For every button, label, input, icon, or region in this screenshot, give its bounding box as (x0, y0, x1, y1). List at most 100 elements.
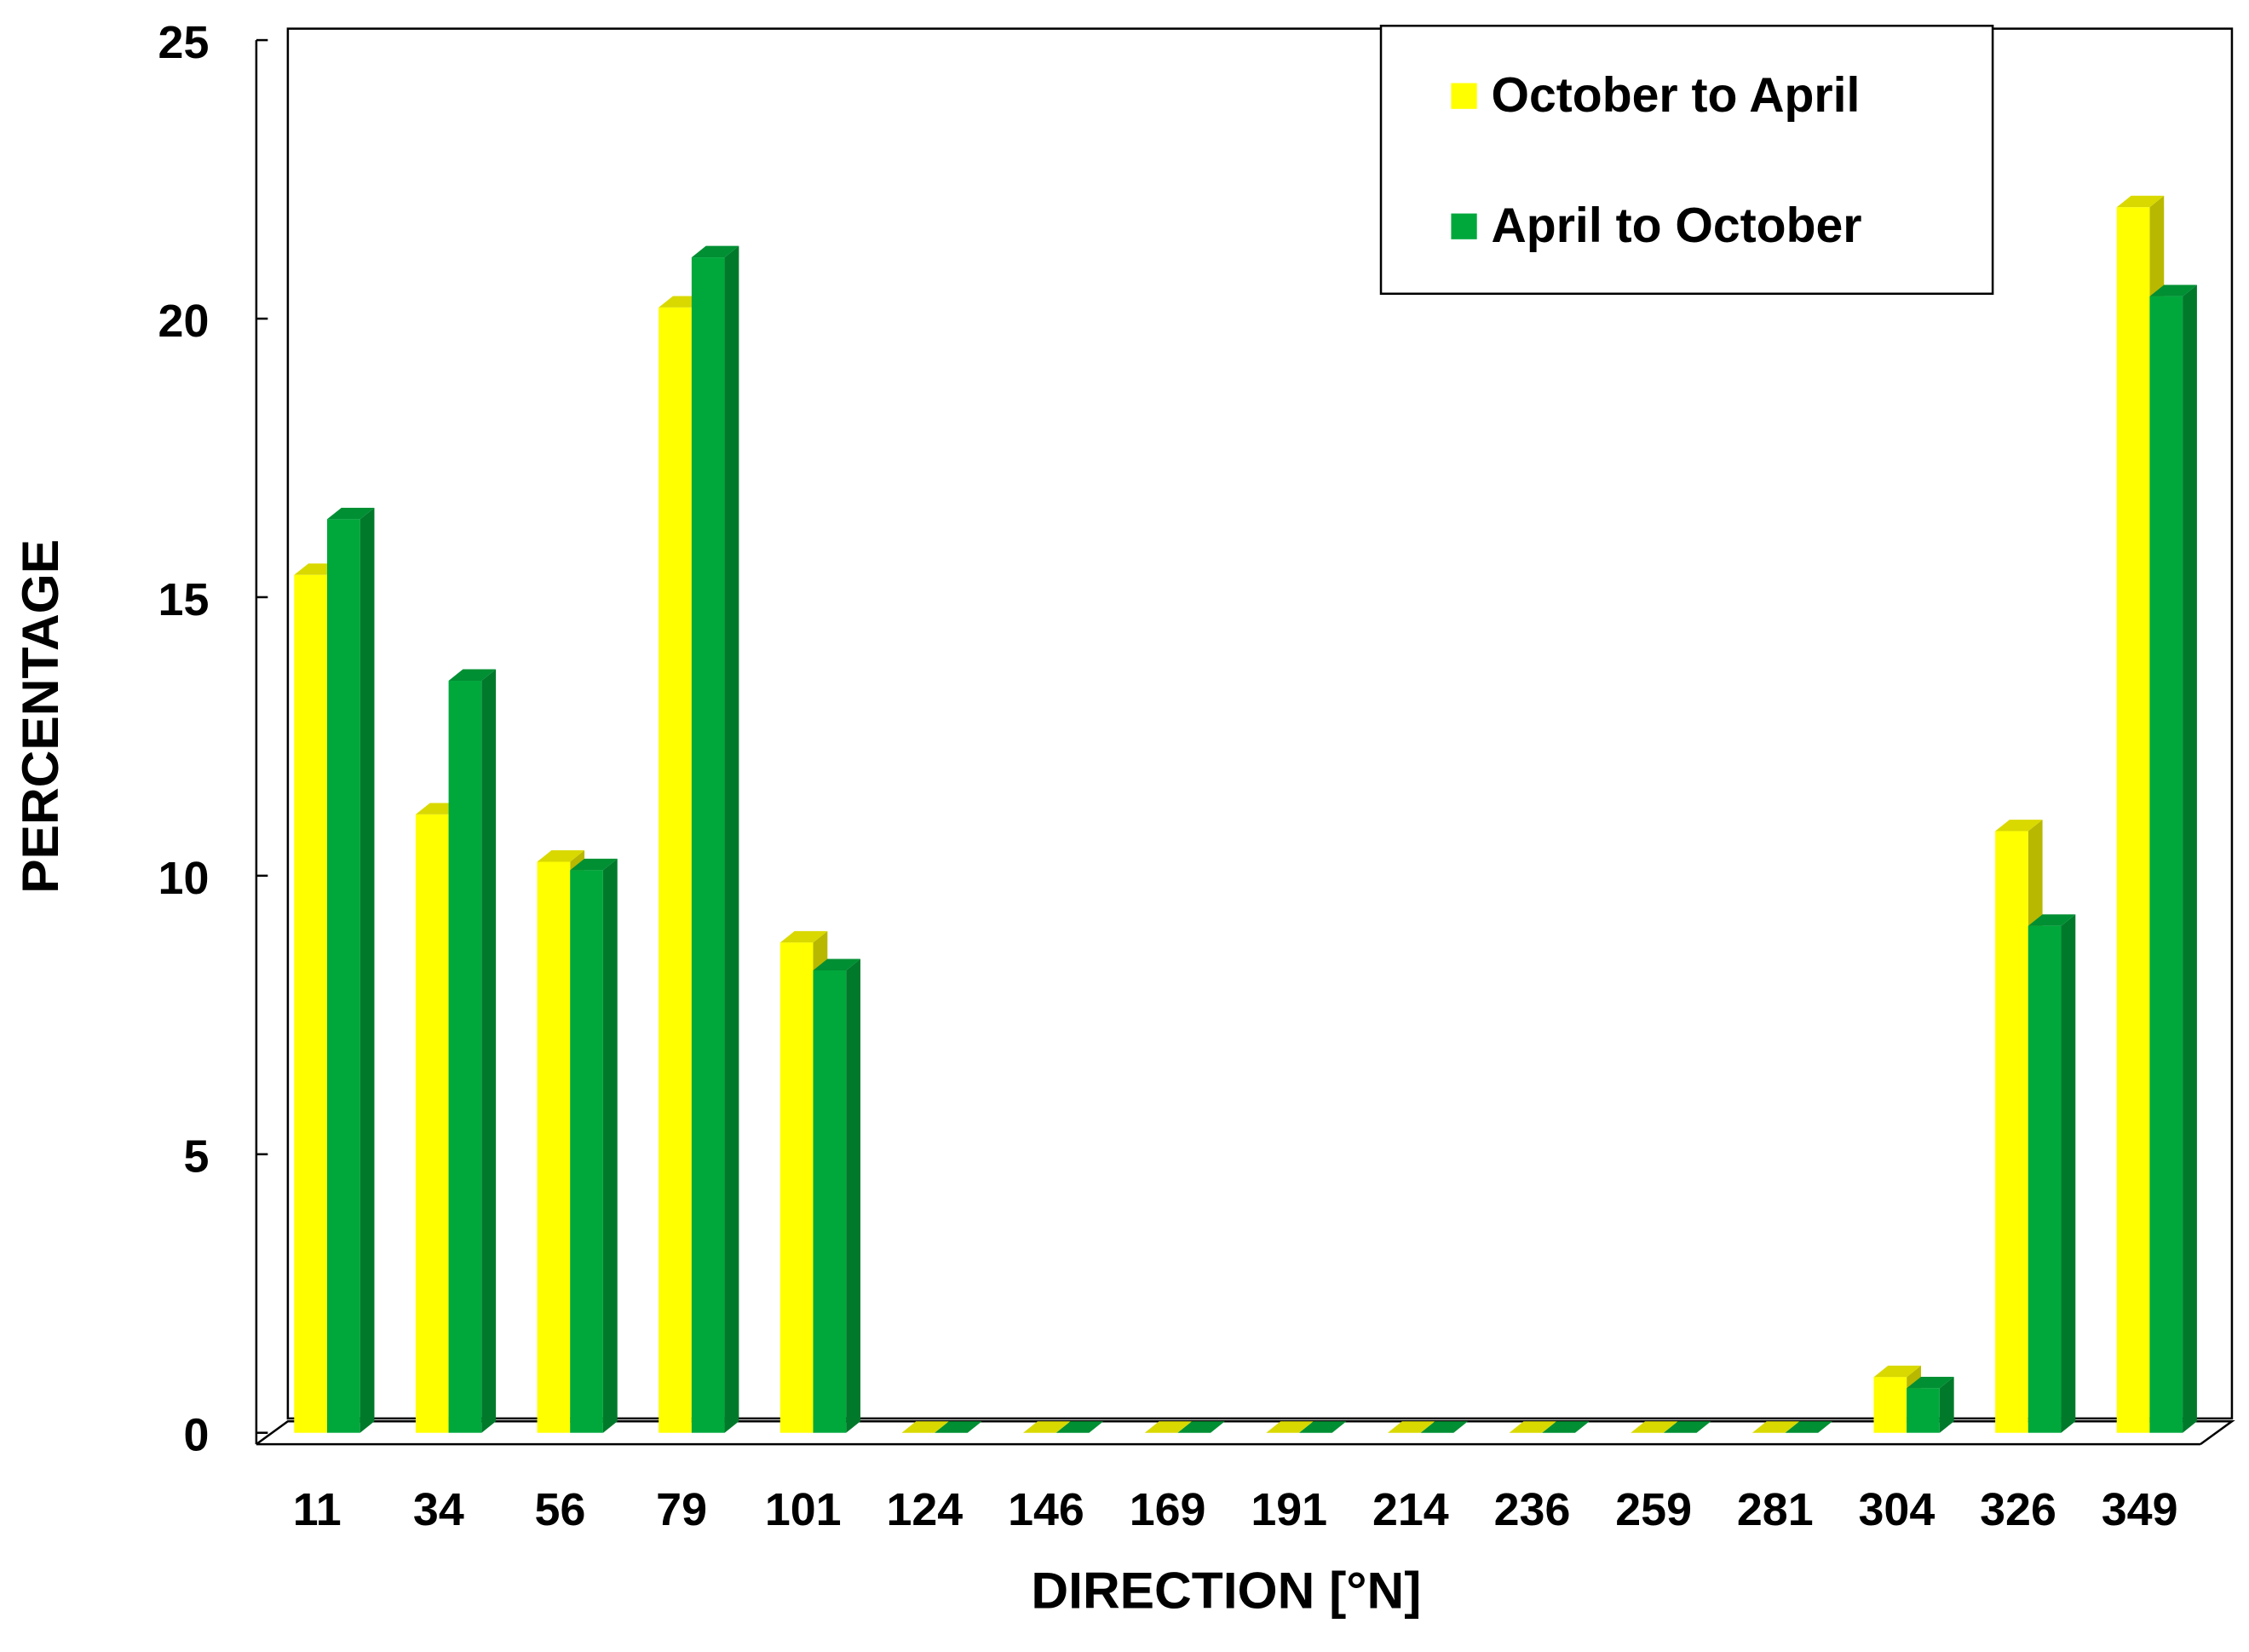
bar-side (359, 507, 375, 1433)
bar-top (326, 507, 375, 520)
bar-top (1420, 1421, 1469, 1433)
bar-group (1023, 1421, 1071, 1433)
x-tick-label: 281 (1737, 1484, 1814, 1535)
plot-back-wall (286, 27, 2234, 1420)
bar-top (537, 850, 585, 862)
bar-top (1542, 1421, 1590, 1433)
bar-side (1939, 1376, 1954, 1433)
bar-group (1907, 1376, 1954, 1433)
x-tick-label: 304 (1859, 1484, 1936, 1535)
y-tick-label: 20 (158, 296, 210, 347)
bar-side (602, 858, 618, 1433)
bar-group (1785, 1421, 1833, 1433)
bar-group (570, 858, 618, 1433)
bar-top (1907, 1376, 1954, 1389)
bar-top (1177, 1421, 1225, 1433)
bar-top (901, 1421, 949, 1433)
x-tick-label: 34 (413, 1484, 464, 1535)
bar (537, 861, 571, 1433)
legend-box (1379, 25, 1994, 296)
bar-top (1995, 820, 2043, 832)
bar-top (1785, 1421, 1833, 1433)
legend-swatch (1451, 213, 1477, 239)
bar (326, 519, 360, 1433)
bar-top (1266, 1421, 1314, 1433)
bar (2149, 296, 2183, 1433)
x-tick-label: 56 (535, 1484, 586, 1535)
bar (294, 574, 327, 1433)
bar-group (326, 507, 375, 1433)
bar-group (1299, 1421, 1347, 1433)
bar (1907, 1388, 1940, 1433)
x-tick-label: 79 (656, 1484, 707, 1535)
bar (1873, 1377, 1907, 1433)
bar (448, 681, 482, 1433)
x-tick-label: 11 (293, 1484, 342, 1535)
bar-group (1055, 1421, 1104, 1433)
bar-group (1177, 1421, 1225, 1433)
x-tick-label: 101 (765, 1484, 842, 1535)
bar-group (1663, 1421, 1711, 1433)
bar (2028, 925, 2062, 1433)
bar-top (1387, 1421, 1435, 1433)
bar-group (1387, 1421, 1435, 1433)
bar (415, 814, 449, 1433)
x-tick-label: 326 (1980, 1484, 2056, 1535)
bar-group (2028, 914, 2076, 1433)
bar-top (1144, 1421, 1193, 1433)
bar-group (813, 958, 860, 1433)
bar-side (724, 245, 739, 1433)
bar-side (846, 958, 860, 1433)
legend-label: October to April (1492, 68, 1861, 123)
bar-top (1873, 1365, 1921, 1378)
bar-side (2061, 914, 2076, 1433)
bar-group (691, 245, 739, 1433)
y-tick-label: 5 (183, 1131, 209, 1183)
bar-side (2183, 285, 2197, 1433)
bar-top (1631, 1421, 1678, 1433)
x-axis-title: DIRECTION [°N] (1031, 1562, 1421, 1620)
legend-label: April to October (1492, 199, 1862, 253)
bar-top (1023, 1421, 1071, 1433)
bar-top (813, 958, 860, 971)
bar (779, 942, 814, 1433)
legend-swatch (1451, 83, 1477, 109)
bar-group (1542, 1421, 1590, 1433)
bar-group (901, 1421, 949, 1433)
bar-group (448, 669, 497, 1433)
bar-top (1751, 1421, 1800, 1433)
y-axis-title: PERCENTAGE (11, 539, 69, 894)
x-tick-label: 259 (1615, 1484, 1692, 1535)
bar-top (779, 930, 828, 943)
bar (659, 307, 692, 1433)
x-tick-label: 124 (886, 1484, 963, 1535)
bar-top (691, 245, 739, 258)
bar-group (1631, 1421, 1678, 1433)
bar (691, 257, 725, 1433)
bar-group (935, 1421, 982, 1433)
bar-top (1299, 1421, 1347, 1433)
bar-group (1751, 1421, 1800, 1433)
x-tick-label: 146 (1008, 1484, 1084, 1535)
bar-top (1663, 1421, 1711, 1433)
x-tick-label: 214 (1372, 1484, 1449, 1535)
bar-top (1509, 1421, 1557, 1433)
y-tick-label: 15 (158, 574, 210, 625)
bar-group (1266, 1421, 1314, 1433)
bar (570, 870, 603, 1433)
plot-floor (256, 1419, 2235, 1446)
x-tick-label: 236 (1494, 1484, 1571, 1535)
bar-side (481, 669, 497, 1433)
bar-top (570, 858, 618, 871)
x-tick-label: 349 (2102, 1484, 2178, 1535)
bar-group (1420, 1421, 1469, 1433)
bar (813, 970, 847, 1433)
bar-top (2149, 285, 2197, 296)
bar-top (2028, 914, 2076, 926)
bar-top (448, 669, 497, 682)
x-tick-label: 169 (1130, 1484, 1206, 1535)
bar-top (935, 1421, 982, 1433)
bar-group (2149, 285, 2197, 1433)
bar-top (2116, 195, 2165, 208)
